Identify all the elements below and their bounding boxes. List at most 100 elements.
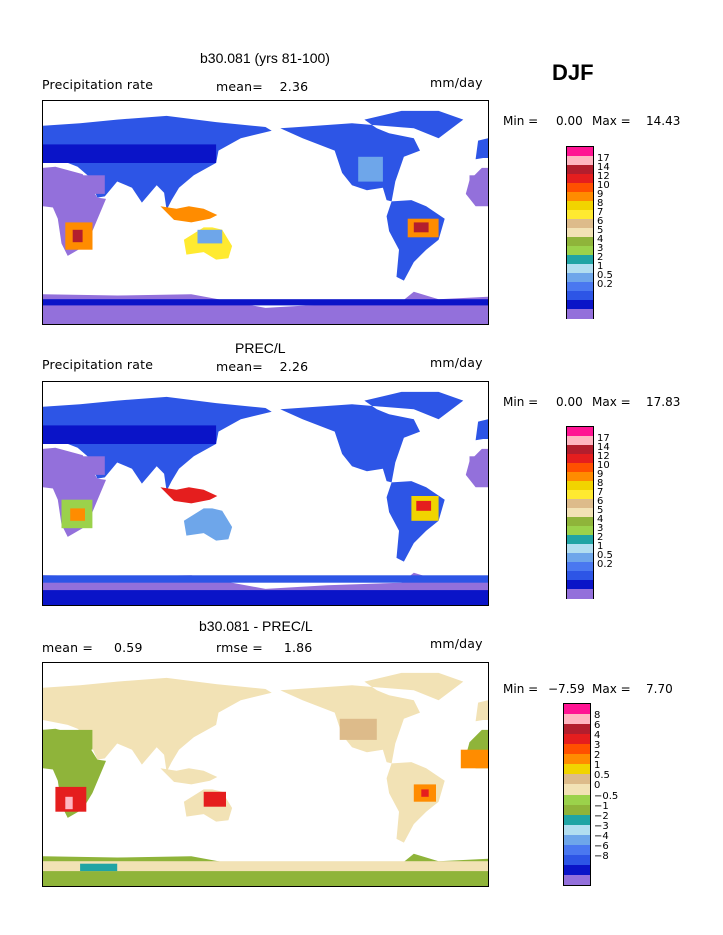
colorbar-tick-label: 17 <box>597 153 610 165</box>
region-amazon-core <box>416 500 432 511</box>
colorbar-tick-label: 2 <box>597 252 604 264</box>
colorbar-tick-label: 4 <box>597 514 604 526</box>
colorbar-tick-label: 9 <box>597 469 604 481</box>
colorbar-tick-label: 3 <box>597 523 604 535</box>
region-south-america <box>386 481 445 562</box>
region-sahara <box>43 729 93 750</box>
colorbar-swatch <box>567 255 593 265</box>
mean-label: mean= 2.36 <box>216 79 309 94</box>
mean-label: mean= 2.26 <box>216 359 309 374</box>
colorbar-swatch <box>567 309 593 319</box>
colorbar-swatch <box>567 273 593 283</box>
colorbar-tick-label: 9 <box>597 189 604 201</box>
colorbar-swatch <box>564 714 590 725</box>
colorbar-swatch <box>567 445 593 455</box>
colorbar-swatch <box>567 562 593 572</box>
colorbar-tick-label: 7 <box>597 207 604 219</box>
colorbar-swatch <box>564 704 590 715</box>
colorbar-tick-label: 0.5 <box>594 770 610 782</box>
region-south-america <box>386 200 445 281</box>
region-australia <box>183 508 233 541</box>
colorbar-swatch <box>567 246 593 256</box>
colorbar-tick-label: 6 <box>594 720 601 732</box>
colorbar-swatch <box>564 724 590 735</box>
region-maritime-continent <box>160 768 218 785</box>
colorbar-swatch <box>564 844 590 856</box>
colorbar-swatch <box>567 174 593 184</box>
precip-map <box>42 100 489 325</box>
colorbar-tick-label: 17 <box>597 433 610 445</box>
units-label: mm/day <box>430 355 483 370</box>
colorbar-swatch <box>564 754 590 765</box>
colorbar-swatch <box>567 553 593 563</box>
colorbar-tick-label: 3 <box>597 243 604 255</box>
colorbar-swatch <box>564 734 590 745</box>
colorbar-swatch <box>567 237 593 247</box>
colorbar-swatch <box>564 784 590 795</box>
colorbar-swatch <box>564 834 590 846</box>
region-antarctic-coast <box>43 575 488 583</box>
colorbar-swatch <box>567 481 593 491</box>
region-brazil-core <box>421 789 429 797</box>
min-label: Min = <box>503 395 539 409</box>
precip-map <box>42 381 489 606</box>
colorbar-tick-label: 8 <box>594 710 601 722</box>
colorbar-tick-label: 0 <box>594 780 601 792</box>
colorbar-swatch <box>564 824 590 836</box>
region-sahara-west <box>469 456 488 475</box>
region-antarctic-coast <box>43 299 488 306</box>
region-north-america <box>280 110 464 202</box>
colorbar-swatch <box>564 794 590 806</box>
colorbar-tick-label: 8 <box>597 478 604 490</box>
colorbar-tick-label: 1 <box>594 760 601 772</box>
colorbar-tick-label: 0.2 <box>597 559 613 571</box>
colorbar-tick-label: −0.5 <box>594 790 619 802</box>
region-zambezi <box>70 508 85 521</box>
colorbar-tick-label: −6 <box>594 840 609 852</box>
colorbar-tick-label: 14 <box>597 442 610 454</box>
region-northern-australia <box>203 791 226 807</box>
region-south-america <box>386 762 445 843</box>
colorbar-swatch <box>567 300 593 310</box>
colorbar-tick-label: 4 <box>594 730 601 742</box>
colorbar-swatch <box>567 165 593 175</box>
colorbar-swatch <box>567 228 593 238</box>
colorbar-tick-label: 5 <box>597 505 604 517</box>
min-value: 0.00 <box>556 114 583 128</box>
colorbar-tick-label: 12 <box>597 451 610 463</box>
colorbar-tick-label: 7 <box>597 487 604 499</box>
colorbar-tick-label: 1 <box>597 541 604 553</box>
min-label: Min = <box>503 114 539 128</box>
region-sahel <box>460 749 488 769</box>
colorbar-swatch <box>567 156 593 166</box>
season-label: DJF <box>552 60 594 85</box>
colorbar-swatch <box>567 436 593 446</box>
colorbar-swatch <box>567 192 593 202</box>
colorbar-tick-label: 6 <box>597 216 604 228</box>
colorbar-tick-label: 2 <box>597 532 604 544</box>
colorbar-swatch <box>567 472 593 482</box>
region-amazon-core <box>413 222 429 233</box>
units-label: mm/day <box>430 636 483 651</box>
colorbar-tick-label: 6 <box>597 496 604 508</box>
region-north-america <box>280 391 464 483</box>
max-value: 17.83 <box>646 395 681 409</box>
region-sahara <box>43 175 105 194</box>
region-antarctic-interior <box>43 590 488 605</box>
colorbar-swatch <box>567 580 593 590</box>
region-siberia <box>43 425 217 444</box>
colorbar-tick-label: 8 <box>597 198 604 210</box>
colorbar-tick-label: 0.5 <box>597 270 613 282</box>
region-siberia <box>43 144 217 163</box>
colorbar-tick-label: 10 <box>597 460 610 472</box>
colorbar-tick-label: −1 <box>594 800 609 812</box>
max-label: Max = <box>592 682 631 696</box>
colorbar-tick-label: 3 <box>594 740 601 752</box>
colorbar-swatch <box>564 764 590 775</box>
colorbar-tick-label: −3 <box>594 820 609 832</box>
region-sahara <box>43 456 105 475</box>
colorbar-swatch <box>567 463 593 473</box>
colorbar-swatch <box>567 201 593 211</box>
colorbar-swatch <box>564 804 590 816</box>
variable-label: Precipitation rate <box>42 357 154 372</box>
